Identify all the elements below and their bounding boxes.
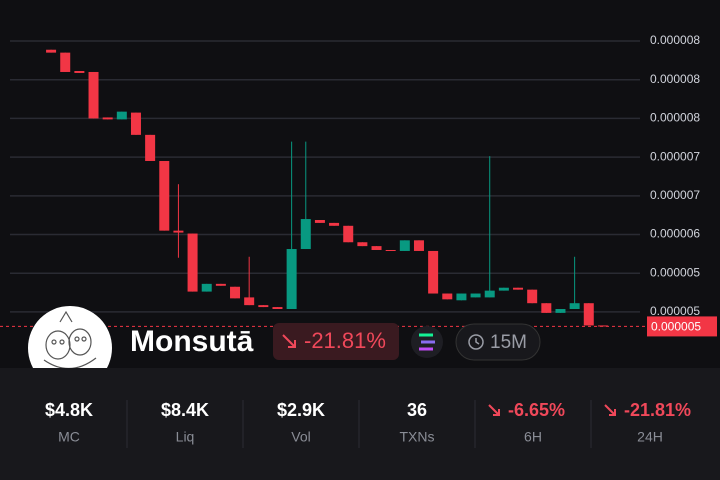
- candle-body: [484, 290, 495, 298]
- down-arrow-icon: [282, 334, 296, 348]
- stats: $4.8K MC $8.4K Liq $2.9K Vol 36 TXNs -6.…: [45, 400, 691, 448]
- stat-label: Vol: [291, 429, 310, 445]
- y-tick-label: 0.000005: [650, 304, 700, 318]
- stat-value: $2.9K: [277, 400, 325, 420]
- candle-body: [513, 287, 524, 290]
- last-price-tag: [647, 316, 717, 337]
- down-arrow-icon: [488, 404, 500, 416]
- y-tick-label: 0.000008: [650, 33, 700, 47]
- y-tick-label: 0.000008: [650, 111, 700, 125]
- clock-hands: [475, 338, 480, 345]
- candle-body: [541, 303, 552, 313]
- candle-body: [470, 293, 481, 298]
- candle-body: [583, 303, 594, 326]
- candle-body: [329, 222, 340, 226]
- y-tick-label: 0.000008: [650, 72, 700, 86]
- candle-body: [399, 240, 410, 251]
- candle-body: [173, 230, 184, 233]
- candle-body: [314, 220, 325, 223]
- token-name: Monsutā: [130, 325, 254, 358]
- candle-body: [569, 303, 580, 310]
- stat-value: -21.81%: [624, 400, 691, 420]
- candle-body: [88, 71, 99, 119]
- chart: 0.000008 0.000008 0.000008 0.000007 0.000007…: [0, 33, 717, 337]
- chart-bg: [0, 0, 720, 368]
- dividers: [126, 400, 592, 448]
- candle-body: [371, 246, 382, 250]
- y-tick-label: 0.000007: [650, 149, 700, 163]
- candle-body: [498, 287, 509, 291]
- stat-value: -6.65%: [508, 400, 565, 420]
- solana-logo: [419, 333, 435, 351]
- candle-body: [145, 134, 156, 161]
- stat-label: 6H: [524, 429, 542, 445]
- interval-label: 15M: [490, 332, 527, 353]
- candle-body: [272, 307, 283, 310]
- candle-body: [159, 160, 170, 231]
- candle-body: [413, 240, 424, 251]
- candle-body: [343, 225, 354, 243]
- token-change: -21.81%: [304, 328, 386, 353]
- candle-body: [286, 249, 297, 310]
- candle-body: [130, 112, 141, 135]
- candle-body: [230, 286, 241, 299]
- clock-icon: [468, 334, 484, 350]
- change-pill: [273, 323, 399, 360]
- candle-body: [555, 309, 566, 313]
- candle-body: [201, 283, 212, 292]
- candle-body: [46, 49, 57, 53]
- candle-body: [60, 52, 71, 72]
- candle-body: [428, 250, 439, 294]
- stats-panel: [0, 368, 720, 480]
- stat-value: 36: [407, 400, 427, 420]
- candle-body: [187, 233, 198, 292]
- stat-label: TXNs: [400, 429, 435, 445]
- candle-body: [102, 117, 113, 120]
- last-price-label: 0.000005: [651, 320, 701, 334]
- candle-body: [456, 293, 467, 301]
- candle-body: [385, 249, 396, 251]
- stat-value: $8.4K: [161, 400, 209, 420]
- y-tick-label: 0.000005: [650, 265, 700, 279]
- candle-body: [442, 293, 453, 300]
- y-tick-label: 0.000007: [650, 188, 700, 202]
- candle-body: [74, 71, 85, 73]
- down-arrow-icon: [604, 404, 616, 416]
- candle-body: [527, 289, 538, 304]
- stat-label: 24H: [637, 429, 663, 445]
- candle-body: [244, 297, 255, 306]
- candle-body: [258, 305, 269, 308]
- candle-body: [116, 111, 127, 120]
- candle-body: [357, 242, 368, 247]
- candle-body: [215, 283, 226, 286]
- candle-body: [300, 219, 311, 250]
- stat-value: $4.8K: [45, 400, 93, 420]
- y-tick-label: 0.000006: [650, 227, 700, 241]
- stat-label: Liq: [176, 429, 195, 445]
- stat-label: MC: [58, 429, 80, 445]
- interval-pill[interactable]: [455, 323, 541, 361]
